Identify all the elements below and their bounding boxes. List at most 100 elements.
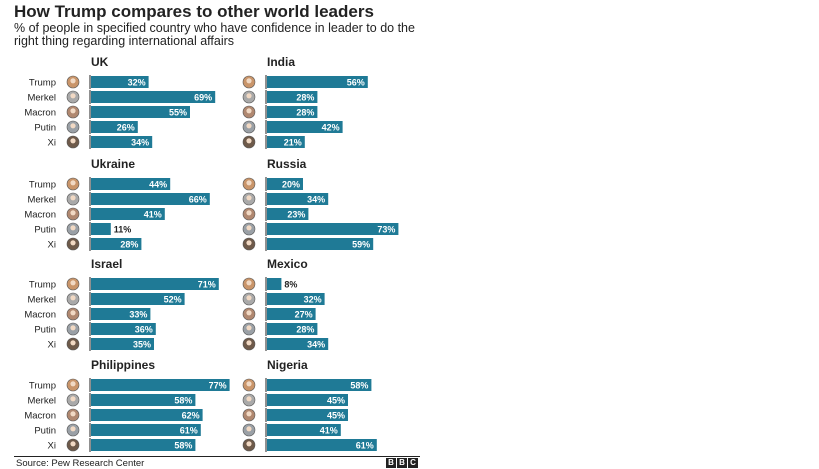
bar-value-label: 55%	[169, 108, 187, 118]
leader-avatar-face-icon	[70, 295, 76, 301]
leader-avatar-face-icon	[246, 280, 252, 286]
bar-value-label: 21%	[284, 138, 302, 148]
bar	[267, 106, 318, 118]
leader-avatar-face-icon	[246, 396, 252, 402]
panel-title: Israel	[91, 257, 122, 271]
leader-avatar-face-icon	[70, 426, 76, 432]
bar-value-label: 34%	[307, 340, 325, 350]
bar	[91, 106, 190, 118]
bar	[91, 76, 149, 88]
leader-avatar-face-icon	[246, 210, 252, 216]
source-note: Source: Pew Research Center	[16, 458, 145, 469]
leader-avatar-face-icon	[246, 310, 252, 316]
bar-value-label: 36%	[135, 325, 153, 335]
bar-value-label: 34%	[307, 195, 325, 205]
chart-title: How Trump compares to other world leader…	[14, 2, 374, 21]
bar-value-label: 73%	[377, 225, 395, 235]
leader-avatar-face-icon	[70, 195, 76, 201]
bar	[267, 121, 343, 133]
bar-value-label: 69%	[194, 93, 212, 103]
bar	[267, 193, 329, 205]
bar-value-label: 58%	[174, 441, 192, 451]
bar	[91, 409, 203, 421]
leader-avatar-face-icon	[246, 123, 252, 129]
bar	[267, 223, 399, 235]
leader-label: Putin	[34, 123, 56, 134]
bar-value-label: 32%	[304, 295, 322, 305]
leader-label: Macron	[24, 108, 56, 119]
chart-subtitle: % of people in specified country who hav…	[14, 21, 415, 48]
bar-value-label: 41%	[320, 426, 338, 436]
leader-avatar-face-icon	[246, 195, 252, 201]
bar-value-label: 56%	[347, 78, 365, 88]
bar-value-label: 77%	[209, 381, 227, 391]
leader-avatar-face-icon	[246, 441, 252, 447]
bar	[91, 136, 153, 148]
leader-avatar-face-icon	[246, 411, 252, 417]
panel-title: Ukraine	[91, 157, 135, 171]
leader-label: Xi	[48, 340, 56, 351]
leader-label: Trump	[29, 381, 56, 392]
bar	[267, 91, 318, 103]
leader-avatar-face-icon	[246, 325, 252, 331]
logo-letter: B	[397, 458, 407, 468]
bar	[267, 338, 329, 350]
panel-title: Nigeria	[267, 358, 308, 372]
bar	[91, 394, 196, 406]
bar	[267, 409, 348, 421]
bar-value-label: 59%	[352, 240, 370, 250]
bar	[267, 379, 372, 391]
bar-value-label: 41%	[144, 210, 162, 220]
bar	[91, 91, 216, 103]
leader-label: Xi	[48, 240, 56, 251]
bar	[267, 293, 325, 305]
leader-label: Merkel	[27, 93, 56, 104]
leader-label: Putin	[34, 225, 56, 236]
bar	[267, 308, 316, 320]
leader-avatar-face-icon	[70, 280, 76, 286]
leader-label: Trump	[29, 180, 56, 191]
logo-letter: C	[408, 458, 418, 468]
leader-avatar-face-icon	[246, 138, 252, 144]
bar-value-label: 61%	[356, 441, 374, 451]
bar	[91, 338, 154, 350]
leader-avatar-face-icon	[246, 108, 252, 114]
leader-avatar-face-icon	[70, 225, 76, 231]
leader-avatar-face-icon	[246, 426, 252, 432]
leader-avatar-face-icon	[70, 93, 76, 99]
bar-value-label: 61%	[180, 426, 198, 436]
leader-avatar-face-icon	[70, 210, 76, 216]
bar-value-label: 45%	[327, 396, 345, 406]
bar-value-label: 34%	[131, 138, 149, 148]
leader-avatar-face-icon	[70, 108, 76, 114]
leader-avatar-face-icon	[246, 78, 252, 84]
leader-avatar-face-icon	[70, 138, 76, 144]
bar	[91, 379, 230, 391]
leader-avatar-face-icon	[70, 310, 76, 316]
bar	[267, 278, 282, 290]
panel-title: Russia	[267, 157, 307, 171]
leader-label: Macron	[24, 310, 56, 321]
leader-avatar-face-icon	[246, 240, 252, 246]
bar-value-label: 44%	[149, 180, 167, 190]
panel-title: UK	[91, 55, 109, 69]
leader-label: Trump	[29, 280, 56, 291]
panel-title: Mexico	[267, 257, 308, 271]
bar-value-label: 52%	[164, 295, 182, 305]
leader-avatar-face-icon	[70, 123, 76, 129]
bar	[267, 439, 377, 451]
bar-value-label: 45%	[327, 411, 345, 421]
footer-divider	[14, 456, 420, 457]
leader-label: Putin	[34, 426, 56, 437]
bar-value-label: 33%	[129, 310, 147, 320]
bar-value-label: 28%	[296, 325, 314, 335]
leader-label: Xi	[48, 441, 56, 452]
bar-value-label: 62%	[182, 411, 200, 421]
bar	[267, 394, 348, 406]
leader-avatar-face-icon	[246, 93, 252, 99]
bar-value-label: 35%	[133, 340, 151, 350]
leader-label: Macron	[24, 411, 56, 422]
leader-avatar-face-icon	[70, 340, 76, 346]
bar-value-label: 66%	[189, 195, 207, 205]
